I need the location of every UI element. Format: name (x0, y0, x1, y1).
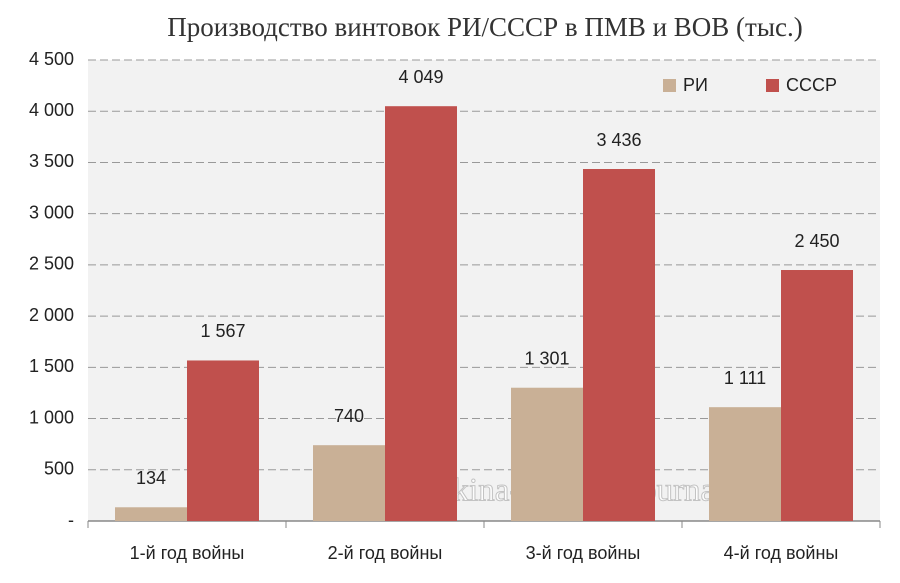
bar (709, 407, 781, 521)
x-tick-label: 4-й год войны (724, 543, 839, 563)
value-label: 4 049 (398, 67, 443, 87)
y-tick-label: 3 500 (29, 151, 74, 171)
y-tick-label: 1 500 (29, 356, 74, 376)
x-tick-label: 2-й год войны (328, 543, 443, 563)
y-tick-label: 4 000 (29, 100, 74, 120)
value-label: 134 (136, 468, 166, 488)
y-tick-label: 2 000 (29, 305, 74, 325)
y-tick-label: 4 500 (29, 49, 74, 69)
value-label: 1 301 (524, 348, 569, 368)
value-label: 1 111 (724, 368, 766, 388)
chart-title: Производство винтовок РИ/СССР в ПМВ и ВО… (167, 12, 802, 42)
legend-label: СССР (786, 75, 837, 95)
x-tick-label: 1-й год войны (130, 543, 245, 563)
bar (313, 445, 385, 521)
value-label: 3 436 (596, 130, 641, 150)
bar (583, 169, 655, 521)
bar (511, 387, 583, 521)
x-tick-label: 3-й год войны (526, 543, 641, 563)
legend-swatch (663, 79, 676, 92)
value-label: 740 (334, 406, 364, 426)
bar (115, 507, 187, 521)
y-tick-label: 2 500 (29, 254, 74, 274)
legend-label: РИ (683, 75, 708, 95)
legend-swatch (766, 79, 779, 92)
bar (187, 360, 259, 521)
value-label: 2 450 (794, 231, 839, 251)
y-tick-label: - (68, 510, 74, 530)
y-tick-label: 500 (44, 459, 74, 479)
y-tick-label: 3 000 (29, 202, 74, 222)
bar (385, 106, 457, 521)
bar (781, 270, 853, 521)
value-label: 1 567 (200, 321, 245, 341)
y-tick-label: 1 000 (29, 407, 74, 427)
